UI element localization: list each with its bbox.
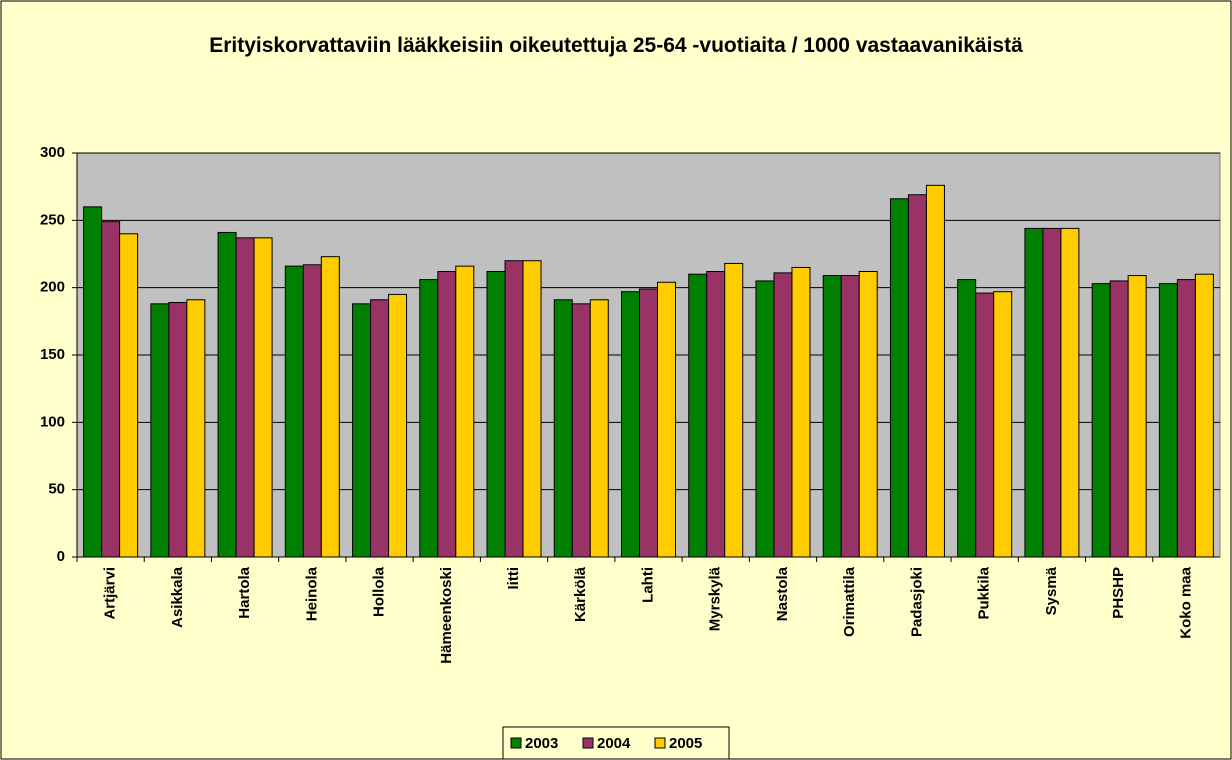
y-tick-label: 300 bbox=[40, 144, 65, 161]
x-tick-label: PHSHP bbox=[1110, 567, 1127, 619]
bar bbox=[320, 256, 340, 558]
bar bbox=[352, 303, 372, 558]
bar bbox=[235, 237, 255, 558]
x-tick-label: Myrskylä bbox=[707, 566, 724, 631]
bar bbox=[1060, 227, 1080, 558]
y-tick-label: 50 bbox=[48, 481, 65, 498]
x-tick-label: Asikkala bbox=[169, 566, 186, 628]
legend-label: 2003 bbox=[525, 735, 558, 752]
legend-box bbox=[502, 726, 730, 760]
bar bbox=[101, 221, 121, 558]
bar bbox=[1091, 283, 1111, 558]
bar bbox=[1109, 280, 1129, 558]
bar bbox=[1024, 227, 1044, 558]
legend-label: 2005 bbox=[669, 735, 702, 752]
bar bbox=[688, 273, 708, 558]
y-tick-label: 0 bbox=[57, 548, 65, 565]
bar bbox=[119, 233, 139, 558]
x-tick-label: Artjärvi bbox=[102, 567, 119, 620]
bar bbox=[840, 275, 860, 558]
x-tick-label: Nastola bbox=[774, 566, 791, 621]
x-tick-label: Orimattila bbox=[841, 566, 858, 637]
bar bbox=[1042, 227, 1062, 558]
bar bbox=[419, 279, 439, 558]
bar bbox=[168, 301, 188, 558]
y-tick-label: 250 bbox=[40, 211, 65, 228]
legend-label: 2004 bbox=[597, 735, 631, 752]
y-tick-label: 200 bbox=[40, 279, 65, 296]
bar bbox=[571, 303, 591, 558]
bar bbox=[1158, 283, 1178, 558]
bar bbox=[957, 279, 977, 558]
x-tick-label: Hämeenkoski bbox=[438, 567, 455, 664]
x-tick-label: Hollola bbox=[371, 566, 388, 617]
bar bbox=[437, 271, 457, 558]
bar bbox=[284, 265, 304, 558]
bar bbox=[83, 206, 103, 558]
bar bbox=[150, 303, 170, 558]
bar bbox=[657, 281, 676, 558]
bar bbox=[553, 299, 573, 558]
bar bbox=[253, 237, 273, 558]
bar bbox=[724, 262, 744, 558]
bar bbox=[455, 265, 475, 558]
bar bbox=[1194, 273, 1214, 558]
bar bbox=[1176, 279, 1196, 558]
legend: 2003 2004 2005 bbox=[502, 726, 730, 760]
bar bbox=[486, 271, 506, 558]
bar bbox=[217, 231, 237, 558]
x-tick-label: Koko maa bbox=[1177, 566, 1194, 638]
bar bbox=[773, 272, 793, 558]
y-tick-label: 150 bbox=[40, 346, 65, 363]
bar bbox=[975, 292, 995, 558]
bar bbox=[755, 280, 775, 558]
bar bbox=[1127, 275, 1147, 558]
bar bbox=[302, 264, 322, 558]
bar bbox=[388, 293, 408, 558]
chart-title: Erityiskorvattaviin lääkkeisiin oikeutet… bbox=[209, 34, 1023, 57]
x-tick-label: Kärkölä bbox=[572, 566, 589, 622]
bar bbox=[186, 299, 206, 558]
x-tick-label: Padasjoki bbox=[908, 567, 925, 637]
x-tick-label: Sysmä bbox=[1043, 566, 1060, 615]
legend-swatch bbox=[582, 737, 594, 749]
bar bbox=[522, 260, 542, 558]
bar bbox=[907, 194, 927, 558]
bar bbox=[639, 288, 658, 558]
x-tick-label: Iitti bbox=[505, 567, 522, 590]
legend-swatch bbox=[510, 737, 522, 749]
bar bbox=[589, 299, 609, 558]
bar bbox=[504, 260, 524, 558]
bar bbox=[791, 266, 811, 558]
bar bbox=[621, 291, 640, 558]
bar bbox=[889, 198, 909, 558]
legend-swatch bbox=[654, 737, 666, 749]
bar bbox=[706, 271, 726, 558]
bar bbox=[993, 291, 1013, 558]
y-tick-label: 100 bbox=[40, 413, 65, 430]
x-tick-label: Heinola bbox=[303, 566, 320, 621]
x-tick-label: Lahti bbox=[639, 567, 656, 603]
bar bbox=[858, 271, 878, 558]
bar bbox=[822, 275, 842, 558]
x-tick-label: Pukkila bbox=[976, 566, 993, 619]
x-tick-label: Hartola bbox=[236, 566, 253, 618]
bar bbox=[370, 299, 390, 558]
bar bbox=[925, 184, 945, 558]
